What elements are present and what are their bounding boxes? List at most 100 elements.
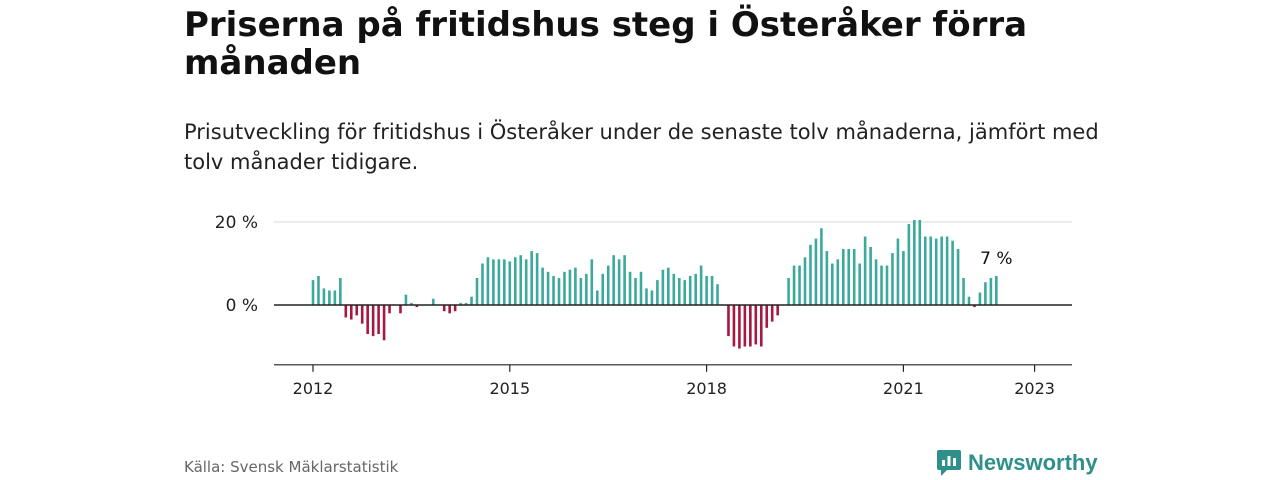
chart-subtitle: Prisutveckling för fritidshus i Österåke… bbox=[184, 120, 1099, 174]
bar bbox=[410, 302, 413, 305]
bar bbox=[694, 273, 697, 306]
bar bbox=[519, 255, 523, 305]
x-tick-label: 2021 bbox=[883, 379, 924, 398]
bar bbox=[639, 271, 643, 305]
bar bbox=[918, 219, 922, 305]
bar bbox=[339, 278, 342, 305]
bar bbox=[650, 290, 654, 305]
bar bbox=[415, 305, 419, 308]
bar bbox=[661, 269, 665, 305]
bar bbox=[530, 251, 533, 305]
bar bbox=[431, 298, 435, 305]
bar bbox=[574, 267, 577, 305]
bar bbox=[628, 271, 632, 305]
bar bbox=[535, 253, 539, 306]
bar bbox=[612, 255, 615, 305]
bar bbox=[371, 305, 375, 337]
tick-labels: 20 % 0 % 2012 2015 2018 2021 2023 7 % bbox=[215, 213, 1055, 398]
bar bbox=[606, 265, 610, 305]
bar bbox=[787, 278, 790, 305]
x-tick-label: 2015 bbox=[489, 379, 530, 398]
bar bbox=[738, 305, 741, 349]
bar bbox=[885, 265, 889, 305]
bar bbox=[513, 257, 517, 305]
bar bbox=[792, 265, 796, 305]
bar bbox=[497, 259, 501, 305]
bar bbox=[814, 238, 818, 305]
y-tick-label: 0 % bbox=[226, 296, 258, 316]
bar bbox=[798, 265, 801, 305]
bar bbox=[541, 267, 544, 305]
bar bbox=[656, 280, 659, 305]
bar bbox=[399, 305, 402, 314]
bar bbox=[481, 263, 484, 305]
bar bbox=[770, 305, 774, 322]
bar bbox=[552, 275, 555, 305]
bar bbox=[732, 305, 736, 347]
bar bbox=[699, 265, 703, 305]
y-tick-label: 20 % bbox=[215, 213, 258, 233]
bar bbox=[634, 278, 637, 305]
bar bbox=[546, 271, 550, 305]
bar bbox=[907, 224, 911, 305]
bar bbox=[863, 236, 867, 305]
bar bbox=[967, 296, 971, 305]
bar-series bbox=[311, 219, 998, 349]
brand-logo[interactable]: Newsworthy bbox=[936, 448, 1098, 478]
bar bbox=[743, 305, 747, 347]
bar bbox=[913, 219, 916, 305]
bar bbox=[475, 278, 479, 305]
bar bbox=[322, 288, 326, 305]
bar bbox=[579, 278, 583, 305]
bar bbox=[858, 263, 861, 305]
bar bbox=[869, 246, 872, 305]
bar bbox=[880, 265, 883, 305]
bar bbox=[360, 305, 364, 324]
bar bbox=[333, 290, 337, 305]
bar bbox=[677, 278, 681, 305]
bar bbox=[563, 271, 566, 305]
bar bbox=[448, 305, 451, 314]
bar bbox=[934, 238, 938, 305]
bar bbox=[601, 273, 605, 306]
bar bbox=[377, 305, 380, 335]
bar bbox=[508, 261, 512, 305]
bar bbox=[355, 305, 359, 316]
bar bbox=[973, 305, 976, 308]
bar bbox=[962, 278, 965, 305]
bar bbox=[382, 305, 386, 341]
x-tick-label: 2018 bbox=[686, 379, 727, 398]
bar bbox=[989, 278, 993, 305]
bar-chart: 20 % 0 % 2012 2015 2018 2021 2023 7 % bbox=[215, 213, 1072, 398]
bar bbox=[688, 275, 692, 305]
bar bbox=[727, 305, 730, 337]
last-value-label: 7 % bbox=[980, 249, 1012, 269]
x-tick-label: 2023 bbox=[1014, 379, 1055, 398]
bar bbox=[486, 257, 490, 305]
brand-name: Newsworthy bbox=[968, 450, 1098, 475]
newsworthy-logo-icon bbox=[937, 450, 961, 476]
bar bbox=[453, 305, 457, 312]
bar bbox=[923, 236, 927, 305]
bar bbox=[349, 305, 353, 320]
axes bbox=[274, 304, 1072, 372]
bar bbox=[617, 259, 621, 305]
bar bbox=[765, 305, 769, 328]
bar bbox=[464, 302, 468, 305]
bar bbox=[874, 259, 878, 305]
bar bbox=[852, 248, 856, 305]
bar bbox=[803, 257, 807, 305]
bar bbox=[710, 275, 714, 305]
bar bbox=[404, 294, 408, 306]
bar bbox=[945, 236, 949, 305]
bar bbox=[896, 238, 900, 305]
bar bbox=[557, 278, 561, 305]
bar bbox=[841, 248, 845, 305]
bar bbox=[683, 280, 687, 305]
bar bbox=[776, 305, 779, 316]
x-tick-label: 2012 bbox=[293, 379, 334, 398]
bar bbox=[568, 269, 572, 305]
bar bbox=[344, 305, 348, 318]
bar bbox=[585, 273, 588, 306]
bar bbox=[754, 305, 758, 345]
